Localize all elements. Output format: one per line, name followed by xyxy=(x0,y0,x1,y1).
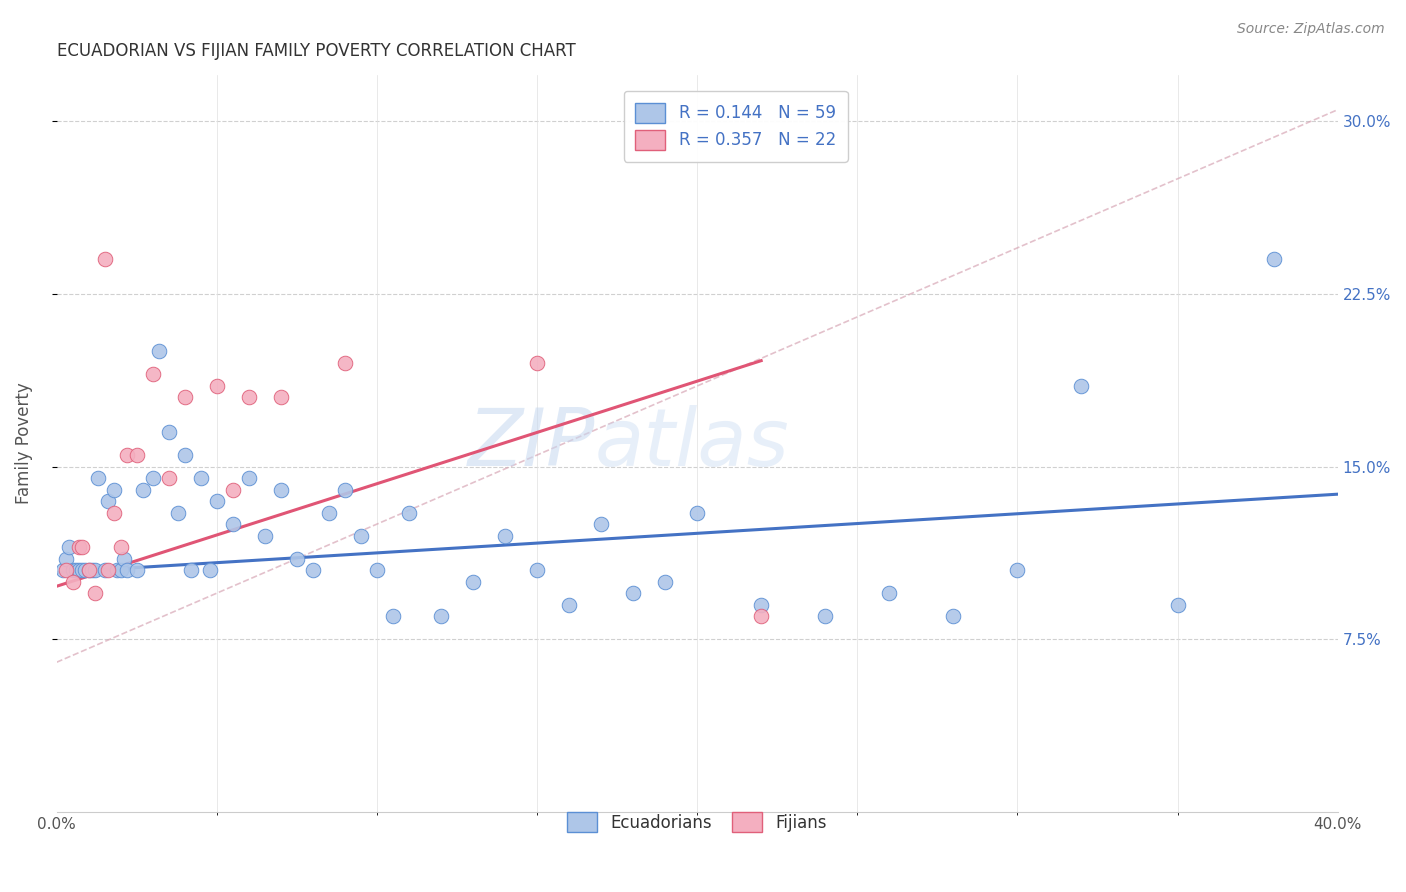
Point xyxy=(103,506,125,520)
Point xyxy=(1263,252,1285,267)
Point xyxy=(58,540,80,554)
Point xyxy=(205,379,228,393)
Point xyxy=(65,563,87,577)
Point xyxy=(112,551,135,566)
Point xyxy=(1166,598,1188,612)
Point xyxy=(398,506,420,520)
Point xyxy=(350,528,373,542)
Point xyxy=(125,448,148,462)
Point xyxy=(148,344,170,359)
Point xyxy=(285,551,308,566)
Point xyxy=(93,563,115,577)
Point xyxy=(301,563,323,577)
Point xyxy=(55,563,77,577)
Point xyxy=(173,448,195,462)
Point xyxy=(333,483,356,497)
Point xyxy=(318,506,340,520)
Point xyxy=(526,563,548,577)
Point xyxy=(67,563,90,577)
Point xyxy=(366,563,388,577)
Point xyxy=(238,391,260,405)
Point xyxy=(1007,563,1029,577)
Point xyxy=(80,563,103,577)
Point xyxy=(942,609,965,624)
Point xyxy=(814,609,837,624)
Point xyxy=(52,563,75,577)
Point xyxy=(589,517,612,532)
Point xyxy=(103,483,125,497)
Point xyxy=(70,540,93,554)
Point xyxy=(173,391,195,405)
Point xyxy=(654,574,676,589)
Point xyxy=(115,563,138,577)
Point xyxy=(222,483,245,497)
Point xyxy=(461,574,484,589)
Point xyxy=(200,563,222,577)
Text: ECUADORIAN VS FIJIAN FAMILY POVERTY CORRELATION CHART: ECUADORIAN VS FIJIAN FAMILY POVERTY CORR… xyxy=(56,42,575,60)
Point xyxy=(110,563,132,577)
Point xyxy=(621,586,644,600)
Point xyxy=(749,598,772,612)
Point xyxy=(157,471,180,485)
Point xyxy=(67,540,90,554)
Point xyxy=(77,563,100,577)
Point xyxy=(132,483,155,497)
Point xyxy=(270,483,292,497)
Point xyxy=(115,448,138,462)
Point xyxy=(142,368,165,382)
Point xyxy=(180,563,202,577)
Point xyxy=(70,563,93,577)
Point xyxy=(686,506,709,520)
Point xyxy=(494,528,516,542)
Point xyxy=(381,609,404,624)
Point xyxy=(1070,379,1092,393)
Point xyxy=(333,356,356,370)
Text: atlas: atlas xyxy=(595,405,789,483)
Point xyxy=(749,609,772,624)
Legend: Ecuadorians, Fijians: Ecuadorians, Fijians xyxy=(555,800,839,844)
Point xyxy=(190,471,212,485)
Point xyxy=(84,586,107,600)
Point xyxy=(253,528,276,542)
Point xyxy=(558,598,581,612)
Point xyxy=(125,563,148,577)
Point xyxy=(167,506,190,520)
Point xyxy=(77,563,100,577)
Point xyxy=(526,356,548,370)
Point xyxy=(222,517,245,532)
Point xyxy=(97,563,120,577)
Point xyxy=(107,563,129,577)
Point xyxy=(205,494,228,508)
Point xyxy=(270,391,292,405)
Text: Source: ZipAtlas.com: Source: ZipAtlas.com xyxy=(1237,22,1385,37)
Point xyxy=(430,609,453,624)
Point xyxy=(55,551,77,566)
Text: ZIP: ZIP xyxy=(467,405,595,483)
Point xyxy=(62,563,84,577)
Y-axis label: Family Poverty: Family Poverty xyxy=(15,383,32,504)
Point xyxy=(75,563,97,577)
Point xyxy=(62,574,84,589)
Point xyxy=(97,494,120,508)
Point xyxy=(142,471,165,485)
Point xyxy=(238,471,260,485)
Point xyxy=(110,540,132,554)
Point xyxy=(877,586,900,600)
Point xyxy=(93,252,115,267)
Point xyxy=(157,425,180,439)
Point xyxy=(84,563,107,577)
Point xyxy=(87,471,110,485)
